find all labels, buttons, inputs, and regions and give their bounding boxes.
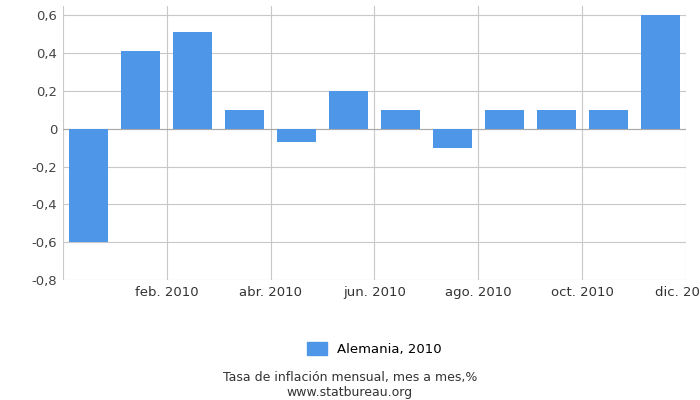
Bar [329, 91, 368, 129]
Text: Tasa de inflación mensual, mes a mes,%: Tasa de inflación mensual, mes a mes,% [223, 372, 477, 384]
Bar [225, 110, 264, 129]
Bar [174, 32, 212, 129]
Bar [277, 129, 316, 142]
Bar [121, 51, 160, 129]
Text: www.statbureau.org: www.statbureau.org [287, 386, 413, 399]
Bar [485, 110, 524, 129]
Bar [640, 16, 680, 129]
Bar [433, 129, 472, 148]
Bar [537, 110, 575, 129]
Bar [381, 110, 420, 129]
Bar [589, 110, 628, 129]
Bar [69, 129, 108, 242]
Legend: Alemania, 2010: Alemania, 2010 [302, 336, 447, 361]
